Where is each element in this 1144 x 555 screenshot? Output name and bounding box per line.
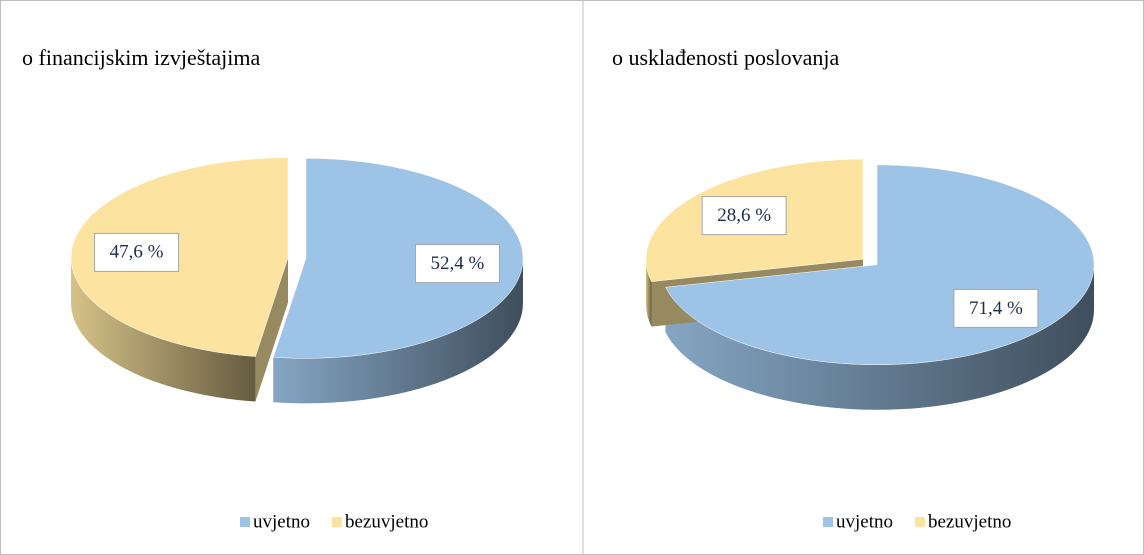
pie-slice [273,158,524,359]
chart-title: o financijskim izvještajima [22,45,261,70]
legend-swatch [240,517,250,527]
pie-wall [665,264,1095,410]
legend-label: uvjetno [253,511,310,532]
pie-wall [645,259,652,327]
legend-label: bezuvjetno [928,511,1011,532]
legend-label: bezuvjetno [345,511,428,532]
label-box [414,244,500,284]
pie-wall [71,257,256,402]
pie-slice [70,157,289,357]
data-label: 52,4 % [431,253,485,274]
pie-wall [273,258,523,404]
legend-swatch [332,517,342,527]
label-box [94,232,180,272]
legend-swatch [823,517,833,527]
label-box [953,288,1039,328]
data-label: 28,6 % [717,205,771,226]
label-box [701,196,787,236]
legend-label: uvjetno [836,511,893,532]
legend-swatch [915,517,925,527]
data-label: 47,6 % [110,242,164,263]
pie-side [255,257,289,402]
data-label: 71,4 % [969,298,1023,319]
chart-title: o usklađenosti poslovanja [612,45,840,70]
